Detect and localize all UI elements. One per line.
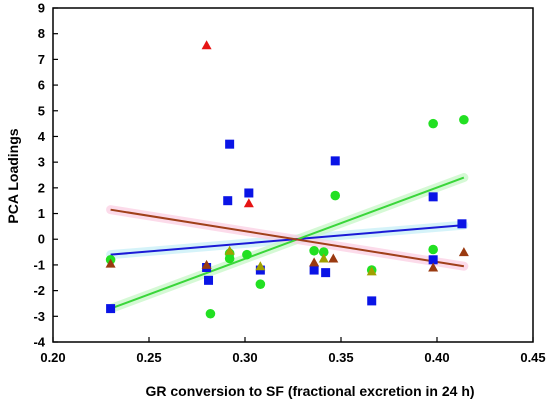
data-points xyxy=(105,40,469,319)
data-point-triangle xyxy=(318,253,329,263)
data-point-circle xyxy=(428,244,438,255)
x-tick-label: 0.40 xyxy=(424,350,449,365)
data-point-square xyxy=(225,139,235,149)
trend-line xyxy=(110,208,465,268)
data-point-circle xyxy=(318,247,329,257)
trend-line xyxy=(110,224,464,256)
data-point-square xyxy=(244,188,254,198)
data-point-triangle xyxy=(201,259,212,269)
plot-frame xyxy=(52,7,534,343)
y-axis-label: PCA Loadings xyxy=(5,128,21,223)
y-tick-label: 8 xyxy=(38,26,45,41)
data-point-square xyxy=(309,265,319,275)
trend-lines xyxy=(110,176,465,310)
data-point-square xyxy=(106,304,116,314)
x-tick-label: 0.35 xyxy=(328,350,353,365)
data-point-circle xyxy=(309,245,319,256)
data-point-circle xyxy=(330,190,341,201)
data-point-square xyxy=(321,268,331,278)
data-point-triangle xyxy=(224,245,235,255)
y-tick-label: 2 xyxy=(38,180,45,195)
data-point-square xyxy=(428,255,438,265)
data-point-square xyxy=(223,196,233,206)
x-tick-label: 0.45 xyxy=(520,350,545,365)
data-point-square xyxy=(457,219,467,229)
x-tick-label: 0.20 xyxy=(40,350,65,365)
y-tick-label: 9 xyxy=(38,1,45,16)
y-tick-label: 1 xyxy=(38,206,45,221)
y-tick-label: -3 xyxy=(33,309,45,324)
y-tick-label: 6 xyxy=(38,78,45,93)
data-point-triangle xyxy=(255,261,266,271)
data-point-triangle xyxy=(243,198,254,208)
data-point-circle xyxy=(242,249,252,260)
y-tick-label: 7 xyxy=(38,52,45,67)
data-point-triangle xyxy=(309,257,320,267)
y-tick-label: -2 xyxy=(33,283,45,298)
data-point-circle xyxy=(255,279,266,289)
data-point-square xyxy=(367,296,377,306)
x-tick-label: 0.25 xyxy=(136,350,161,365)
y-tick-label: 3 xyxy=(38,155,45,170)
axes: -4 -3 -2 -1 0 1 2 3 4 5 6 7 8 9 0.20 0.25 0.30 0.35 0.40 0.… xyxy=(33,1,545,366)
y-tick-label: 0 xyxy=(38,232,45,247)
trend-line xyxy=(110,176,465,310)
data-point-triangle xyxy=(458,247,469,257)
y-tick-label: 4 xyxy=(38,129,46,144)
x-axis-label: GR conversion to SF (fractional excretio… xyxy=(145,383,474,399)
data-point-triangle xyxy=(328,253,339,263)
y-tick-label: -4 xyxy=(33,335,45,350)
data-point-triangle xyxy=(201,40,212,50)
data-point-circle xyxy=(205,308,216,319)
data-point-circle xyxy=(224,253,235,264)
y-tick-label: -1 xyxy=(33,257,45,272)
data-point-triangle xyxy=(105,258,116,268)
data-point-triangle xyxy=(428,262,439,272)
data-point-square xyxy=(330,156,340,166)
data-point-circle xyxy=(459,114,469,125)
y-tick-label: 5 xyxy=(38,103,45,118)
data-point-square xyxy=(428,192,438,202)
data-point-triangle xyxy=(366,266,377,276)
data-point-circle xyxy=(428,118,438,129)
data-point-square xyxy=(204,275,214,285)
x-tick-label: 0.30 xyxy=(232,350,257,365)
